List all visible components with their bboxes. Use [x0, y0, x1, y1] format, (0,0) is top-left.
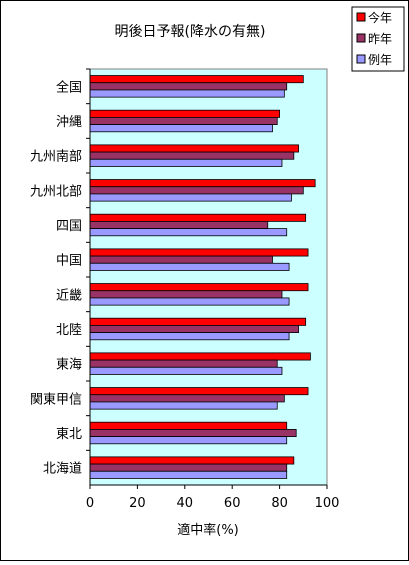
- bar-昨年-九州北部: [89, 186, 304, 195]
- bar-例年-九州北部: [89, 193, 292, 202]
- bar-例年-関東甲信: [89, 401, 278, 410]
- category-label: 全国: [56, 79, 82, 95]
- category-label: 関東甲信: [30, 391, 82, 407]
- x-axis: 0 20 40 60 80 100: [86, 484, 340, 511]
- bar-例年-九州南部: [89, 158, 283, 167]
- x-tick-label: 20: [129, 496, 146, 511]
- bar-例年-沖縄: [89, 124, 273, 133]
- x-tick-label: 0: [86, 496, 94, 511]
- bar-例年-近畿: [89, 297, 290, 306]
- bar-今年-北海道: [89, 456, 295, 465]
- bar-昨年-北海道: [89, 463, 288, 472]
- legend-swatch-昨年: [356, 33, 366, 43]
- x-tick-label: 80: [271, 496, 288, 511]
- bar-今年-北陸: [89, 317, 307, 326]
- bar-例年-北海道: [89, 470, 288, 479]
- bar-今年-中国: [89, 248, 309, 257]
- chart-title: 明後日予報(降水の有無): [115, 24, 266, 40]
- legend-swatch-例年: [356, 54, 366, 64]
- bar-今年-関東甲信: [89, 387, 309, 396]
- category-label: 北陸: [56, 322, 82, 338]
- bar-昨年-北陸: [89, 324, 299, 333]
- bar-昨年-沖縄: [89, 117, 278, 126]
- x-tick-label: 60: [224, 496, 241, 511]
- x-axis-label: 適中率(%): [177, 522, 239, 538]
- legend-label-昨年: 昨年: [368, 32, 392, 46]
- bar-昨年-近畿: [89, 290, 283, 299]
- category-label: 近畿: [56, 288, 82, 303]
- plot-area: [89, 68, 328, 486]
- category-label: 東北: [56, 426, 82, 442]
- category-label: 九州北部: [30, 184, 82, 199]
- legend-swatch-今年: [356, 12, 366, 22]
- x-tick-label: 40: [177, 496, 194, 511]
- bar-昨年-九州南部: [89, 151, 295, 160]
- bar-今年-全国: [89, 75, 304, 84]
- bar-今年-東北: [89, 421, 288, 430]
- bar-例年-北陸: [89, 332, 290, 341]
- bar-今年-四国: [89, 213, 307, 222]
- category-label: 九州南部: [30, 149, 82, 165]
- bar-例年-東海: [89, 366, 283, 375]
- bar-例年-東北: [89, 436, 288, 445]
- bar-例年-中国: [89, 262, 290, 271]
- legend-label-例年: 例年: [368, 53, 392, 67]
- bar-例年-四国: [89, 228, 288, 237]
- category-label: 中国: [56, 254, 82, 269]
- category-label: 四国: [56, 219, 82, 234]
- bar-今年-九州北部: [89, 179, 316, 188]
- bar-今年-九州南部: [89, 144, 299, 153]
- bar-今年-沖縄: [89, 109, 281, 118]
- bar-昨年-東北: [89, 428, 297, 437]
- bar-今年-近畿: [89, 283, 309, 292]
- bar-例年-全国: [89, 89, 285, 98]
- x-tick-label: 100: [315, 496, 340, 511]
- bar-昨年-中国: [89, 255, 273, 264]
- legend-label-今年: 今年: [368, 10, 392, 25]
- bar-昨年-関東甲信: [89, 394, 285, 403]
- bar-今年-東海: [89, 352, 311, 361]
- bar-昨年-四国: [89, 220, 269, 229]
- category-label: 北海道: [43, 462, 82, 477]
- category-label: 沖縄: [56, 115, 82, 130]
- bar-昨年-東海: [89, 359, 278, 368]
- category-label: 東海: [56, 357, 82, 373]
- bar-昨年-全国: [89, 82, 288, 91]
